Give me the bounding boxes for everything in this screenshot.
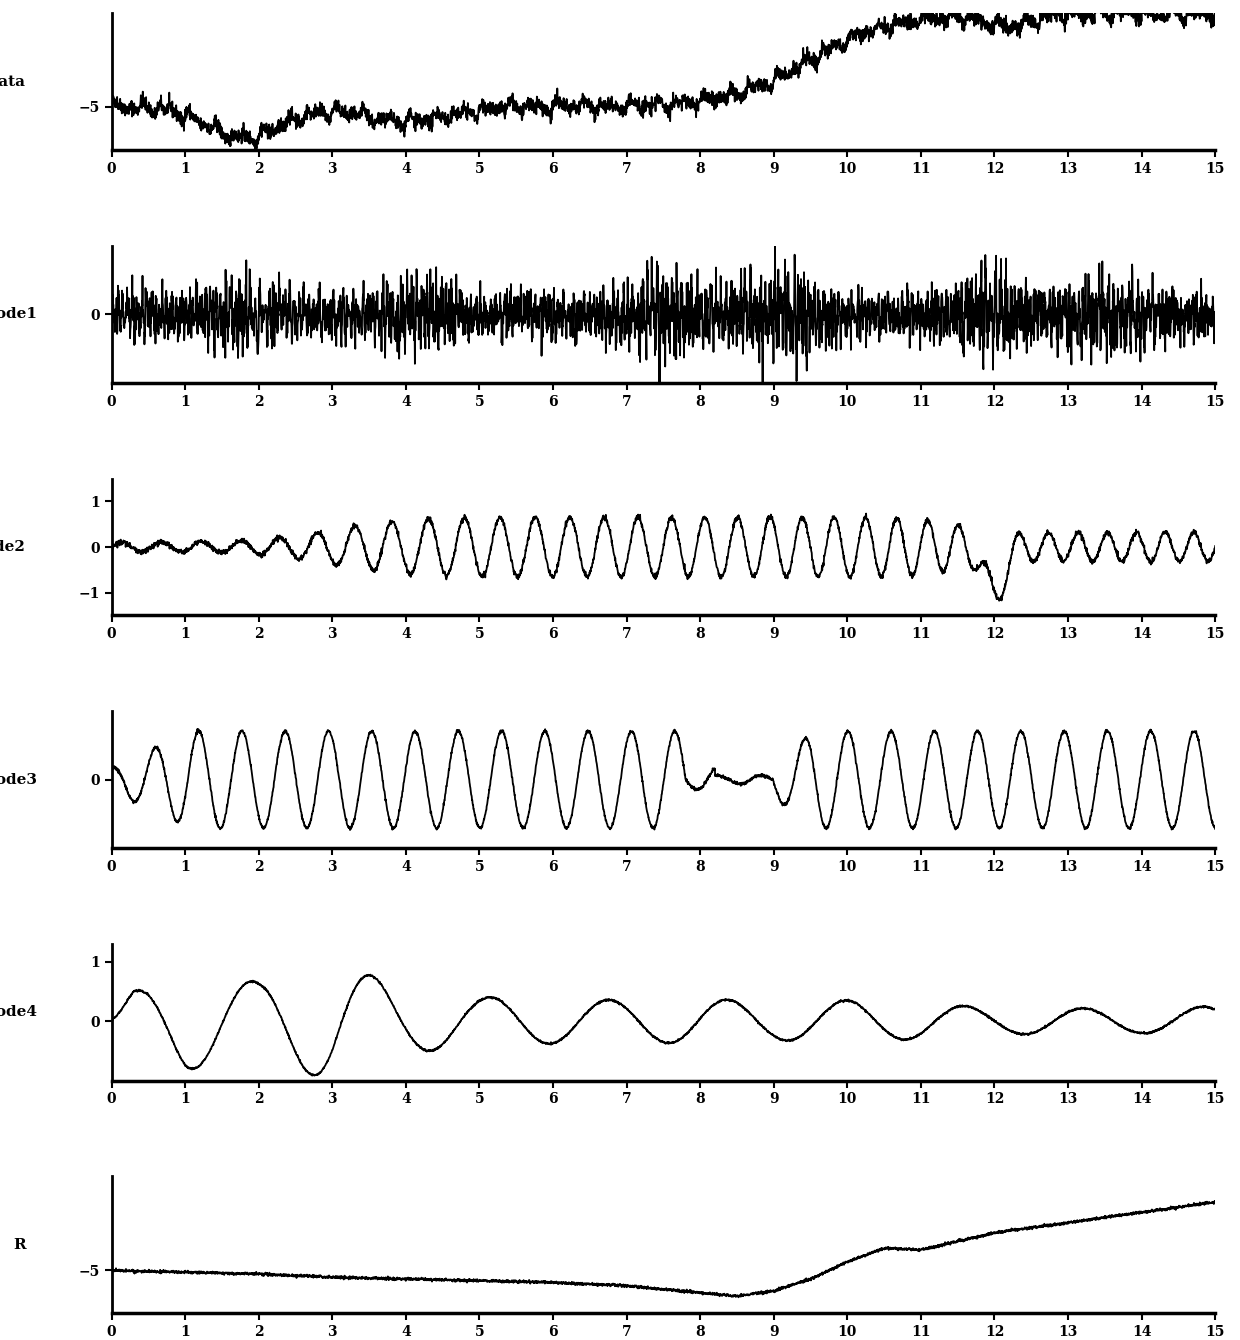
Y-axis label: Mode3: Mode3 — [0, 773, 37, 787]
Y-axis label: Mode2: Mode2 — [0, 540, 26, 553]
Y-axis label: Data: Data — [0, 75, 26, 88]
Y-axis label: R: R — [14, 1238, 26, 1252]
Y-axis label: Mode4: Mode4 — [0, 1005, 37, 1020]
Y-axis label: Mode1: Mode1 — [0, 307, 37, 322]
